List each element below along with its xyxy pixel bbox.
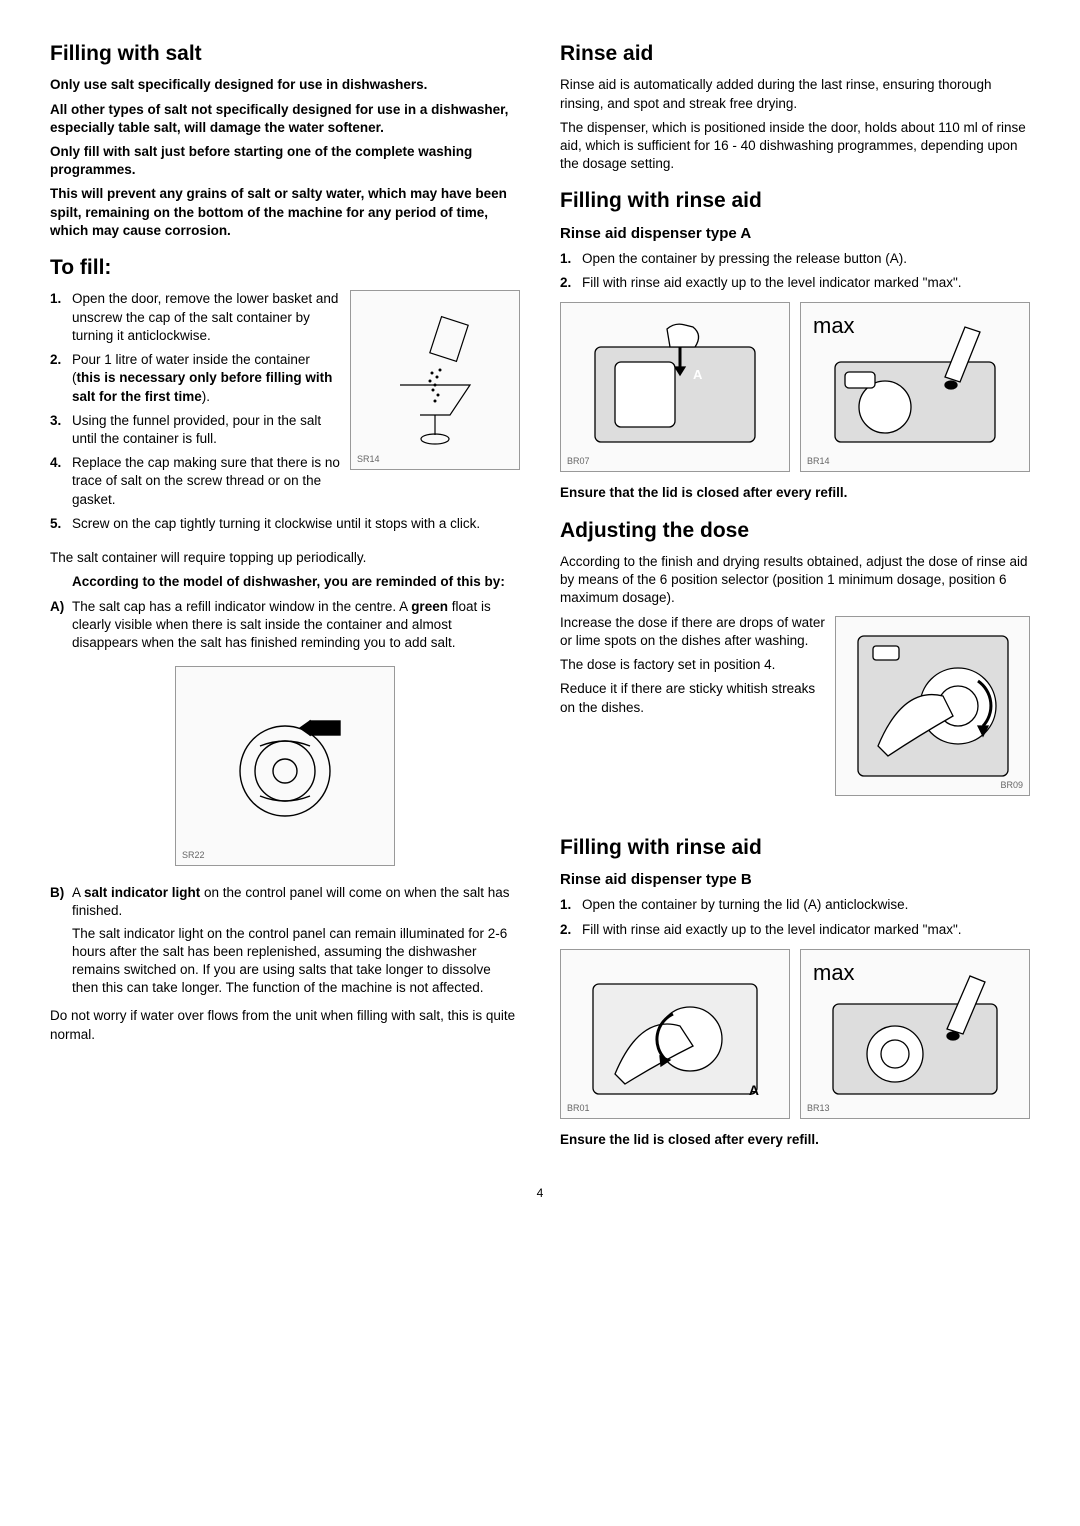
salt-warning-4: This will prevent any grains of salt or … <box>50 185 520 240</box>
figure-br07: A BR07 <box>560 302 790 472</box>
heading-to-fill: To fill: <box>50 254 520 282</box>
figure-label-br01: BR01 <box>567 1102 590 1114</box>
figure-br13: max BR13 <box>800 949 1030 1119</box>
fill-steps-list: 1.Open the door, remove the lower basket… <box>50 290 520 533</box>
topping-up-note: The salt container will require topping … <box>50 549 520 567</box>
figure-label-br13: BR13 <box>807 1102 830 1114</box>
salt-warning-3: Only fill with salt just before starting… <box>50 143 520 179</box>
figure-label-sr22: SR22 <box>182 849 205 861</box>
figure-br01: A BR01 <box>560 949 790 1119</box>
rinse-p2: The dispenser, which is positioned insid… <box>560 119 1030 174</box>
subheading-type-b: Rinse aid dispenser type B <box>560 870 1030 890</box>
label-a-br01: A <box>749 1081 759 1100</box>
b-step-2: 2.Fill with rinse aid exactly up to the … <box>582 921 1030 939</box>
ensure-lid-b: Ensure the lid is closed after every ref… <box>560 1131 1030 1149</box>
heading-filling-salt: Filling with salt <box>50 40 520 68</box>
reminder-item-b: B) A salt indicator light on the control… <box>72 884 520 997</box>
heading-fill-rinse-b: Filling with rinse aid <box>560 834 1030 862</box>
figure-label-br07: BR07 <box>567 455 590 467</box>
max-label: max <box>813 311 855 341</box>
overflow-note: Do not worry if water over flows from th… <box>50 1007 520 1043</box>
subheading-type-a: Rinse aid dispenser type A <box>560 224 1030 244</box>
heading-rinse-aid: Rinse aid <box>560 40 1030 68</box>
figure-sr22: SR22 <box>175 666 395 866</box>
figure-br14: max BR14 <box>800 302 1030 472</box>
type-b-steps: 1.Open the container by turning the lid … <box>560 896 1030 938</box>
step-5: 5.Screw on the cap tightly turning it cl… <box>72 515 520 533</box>
right-column: Rinse aid Rinse aid is automatically add… <box>560 40 1030 1155</box>
step-2: 2.Pour 1 litre of water inside the conta… <box>72 351 520 406</box>
figure-label-br09: BR09 <box>1000 779 1023 791</box>
salt-warning-2: All other types of salt not specifically… <box>50 101 520 137</box>
a-step-2: 2.Fill with rinse aid exactly up to the … <box>582 274 1030 292</box>
reminder-heading: According to the model of dishwasher, yo… <box>72 573 520 591</box>
heading-adjust-dose: Adjusting the dose <box>560 517 1030 545</box>
rinse-p1: Rinse aid is automatically added during … <box>560 76 1030 112</box>
type-a-steps: 1.Open the container by pressing the rel… <box>560 250 1030 292</box>
adjust-p1: According to the finish and drying resul… <box>560 553 1030 608</box>
b-step-1: 1.Open the container by turning the lid … <box>582 896 1030 914</box>
figure-label-br14: BR14 <box>807 455 830 467</box>
step-3: 3.Using the funnel provided, pour in the… <box>72 412 520 448</box>
max-label-2: max <box>813 958 855 988</box>
svg-text:A: A <box>693 367 703 382</box>
salt-warning-1: Only use salt specifically designed for … <box>50 76 520 94</box>
page-number: 4 <box>50 1185 1030 1201</box>
heading-fill-rinse-a: Filling with rinse aid <box>560 187 1030 215</box>
step-4: 4.Replace the cap making sure that there… <box>72 454 520 509</box>
a-step-1: 1.Open the container by pressing the rel… <box>582 250 1030 268</box>
ensure-lid-a: Ensure that the lid is closed after ever… <box>560 484 1030 502</box>
reminder-item-a: A) The salt cap has a refill indicator w… <box>72 598 520 653</box>
left-column: Filling with salt Only use salt specific… <box>50 40 520 1155</box>
step-1: 1.Open the door, remove the lower basket… <box>72 290 520 345</box>
figure-br09: BR09 <box>835 616 1030 796</box>
